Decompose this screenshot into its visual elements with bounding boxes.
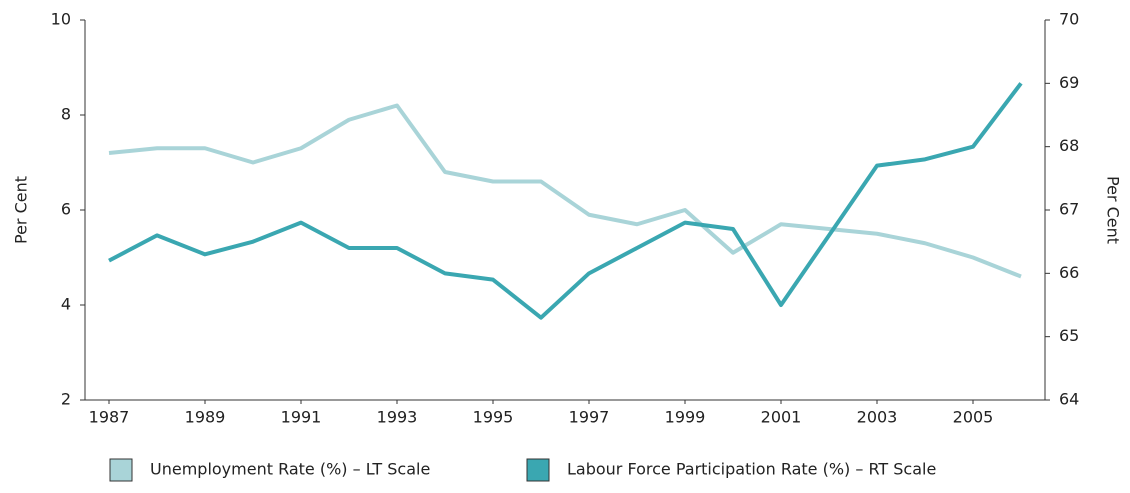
y2-tick-label: 68 <box>1059 136 1079 155</box>
y-tick-label: 2 <box>61 390 71 409</box>
x-tick-label: 1999 <box>665 408 706 427</box>
series-line <box>108 103 1022 279</box>
x-tick-label: 2001 <box>761 408 802 427</box>
series-line <box>108 82 1023 320</box>
y2-tick-label: 66 <box>1059 263 1079 282</box>
y-axis-label: Per Cent <box>12 176 31 244</box>
legend-label: Labour Force Participation Rate (%) – RT… <box>567 460 936 479</box>
x-tick-label: 2005 <box>953 408 994 427</box>
y2-tick-label: 69 <box>1059 73 1079 92</box>
y2-tick-label: 70 <box>1059 10 1079 29</box>
x-tick-label: 1991 <box>281 408 322 427</box>
x-tick-label: 1987 <box>89 408 130 427</box>
y2-tick-label: 65 <box>1059 326 1079 345</box>
legend-label: Unemployment Rate (%) – LT Scale <box>150 460 430 479</box>
legend-swatch <box>109 458 133 482</box>
legend-swatch <box>526 458 550 482</box>
x-tick-label: 1989 <box>185 408 226 427</box>
x-tick-label: 1995 <box>473 408 514 427</box>
y-tick-label: 6 <box>61 200 71 219</box>
y2-axis-label: Per Cent <box>1104 176 1123 244</box>
y-tick-label: 8 <box>61 105 71 124</box>
x-tick-label: 1993 <box>377 408 418 427</box>
y2-tick-label: 64 <box>1059 390 1079 409</box>
x-tick-label: 1997 <box>569 408 610 427</box>
y2-tick-label: 67 <box>1059 200 1079 219</box>
y-tick-label: 10 <box>51 10 71 29</box>
x-tick-label: 2003 <box>857 408 898 427</box>
y-tick-label: 4 <box>61 295 71 314</box>
